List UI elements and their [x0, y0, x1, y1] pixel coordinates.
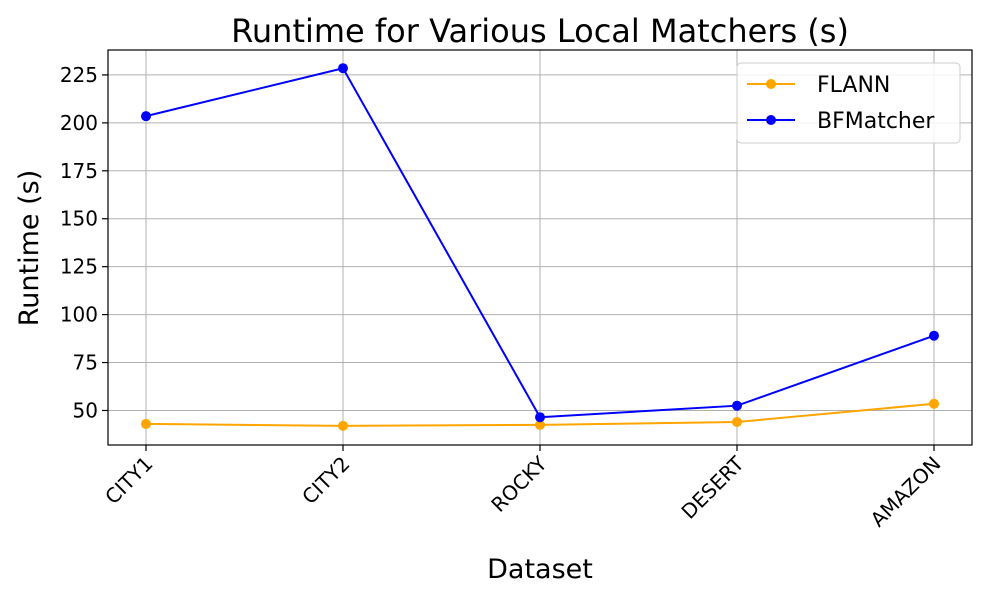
- data-point: [141, 111, 151, 122]
- y-tick-label: 150: [60, 207, 98, 231]
- series-layer: [141, 63, 939, 431]
- series-bfmatcher: [141, 63, 939, 423]
- data-point: [929, 398, 939, 409]
- y-tick-label: 225: [60, 63, 98, 87]
- legend-label: FLANN: [817, 73, 890, 98]
- y-tick-label: 200: [60, 111, 98, 135]
- legend-label: BFMatcher: [817, 109, 935, 134]
- legend-item-flann: FLANN: [747, 73, 890, 98]
- x-tick-label: DESERT: [676, 451, 749, 524]
- data-point: [732, 416, 742, 427]
- x-tick-label: ROCKY: [486, 451, 552, 517]
- x-tick-label: CITY2: [297, 452, 354, 509]
- data-point: [338, 420, 348, 431]
- y-tick-label: 100: [60, 303, 98, 327]
- legend-marker: [766, 79, 776, 89]
- legend-marker: [766, 115, 776, 125]
- chart-title: Runtime for Various Local Matchers (s): [231, 12, 849, 50]
- y-tick-label: 125: [60, 255, 98, 279]
- x-axis-label: Dataset: [487, 554, 593, 585]
- data-point: [929, 330, 939, 341]
- data-point: [338, 63, 348, 74]
- legend-item-bfmatcher: BFMatcher: [747, 109, 935, 134]
- y-tick-label: 175: [60, 159, 98, 183]
- y-axis-ticks: 50 75 100 125 150 175 200 225: [60, 63, 108, 422]
- series-flann: [141, 398, 939, 431]
- y-tick-label: 75: [73, 351, 98, 375]
- x-tick-label: AMAZON: [866, 452, 946, 532]
- data-point: [535, 419, 545, 430]
- data-point: [535, 412, 545, 423]
- data-point: [732, 400, 742, 411]
- y-axis-label: Runtime (s): [14, 170, 45, 327]
- y-tick-label: 50: [73, 398, 98, 422]
- legend: FLANN BFMatcher: [736, 62, 961, 144]
- x-tick-label: CITY1: [100, 452, 157, 509]
- data-point: [141, 418, 151, 429]
- x-axis-ticks: CITY1 CITY2 ROCKY DESERT AMAZON: [100, 445, 946, 532]
